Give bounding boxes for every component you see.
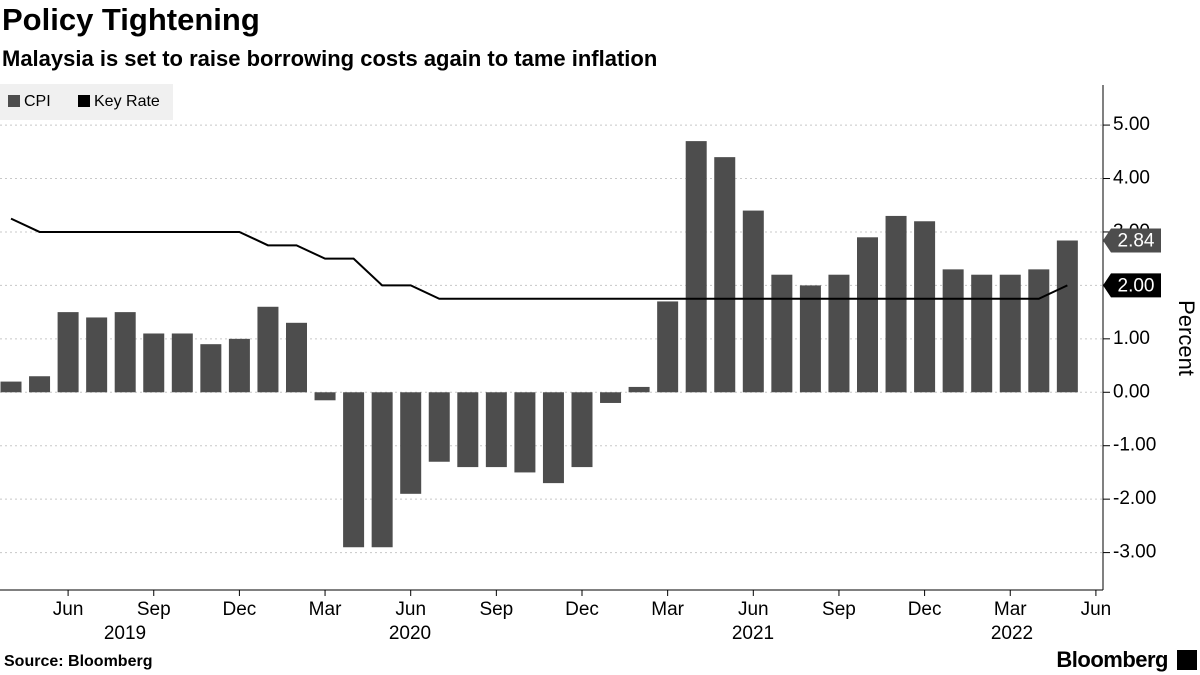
bar [286, 322, 307, 393]
bar [400, 392, 422, 494]
brand: Bloomberg [1056, 647, 1168, 672]
brand-icon [1177, 650, 1197, 670]
y-tick-label: -3.00 [1113, 542, 1156, 563]
bar [771, 274, 793, 393]
bar [143, 333, 165, 393]
bar [343, 392, 365, 548]
legend-swatch [8, 95, 20, 107]
bar [828, 274, 850, 393]
bar [171, 333, 193, 393]
bar [485, 392, 507, 468]
bar [971, 274, 993, 393]
x-tick-label: Dec [565, 599, 599, 620]
value-label: 2.00 [1118, 275, 1155, 296]
bar [514, 392, 536, 473]
bar [314, 392, 336, 401]
y-tick-label: -2.00 [1113, 488, 1156, 509]
bar [857, 237, 878, 393]
y-tick-label: 1.00 [1113, 328, 1150, 349]
x-tick-label: Jun [738, 599, 769, 620]
chart-subtitle: Malaysia is set to raise borrowing costs… [2, 46, 657, 71]
x-tick-label: Mar [651, 599, 684, 620]
bar [228, 338, 250, 393]
y-tick-label: 5.00 [1113, 114, 1150, 135]
y-axis-label: Percent [1174, 300, 1199, 376]
y-tick-label: -1.00 [1113, 435, 1156, 456]
x-tick-label: Sep [479, 599, 513, 620]
legend-swatch [78, 95, 90, 107]
bar [685, 141, 707, 393]
bar [742, 210, 764, 393]
bar [1028, 269, 1050, 393]
bar [657, 301, 679, 393]
bar [714, 157, 736, 393]
x-tick-label: Jun [1081, 599, 1112, 620]
x-group-label: 2022 [991, 623, 1033, 644]
bar [428, 392, 450, 462]
value-label-box [1103, 273, 1161, 298]
bar [86, 317, 108, 393]
bar [457, 392, 479, 468]
bar [999, 274, 1021, 393]
bar [571, 392, 593, 468]
x-tick-label: Mar [994, 599, 1027, 620]
bar [57, 312, 79, 393]
x-group-label: 2019 [104, 623, 146, 644]
bar [200, 344, 222, 393]
bar [628, 386, 650, 393]
legend-label: CPI [24, 93, 51, 110]
bar [371, 392, 393, 548]
bar [942, 269, 964, 393]
value-label-box [1103, 228, 1161, 253]
legend-label: Key Rate [94, 93, 160, 110]
source: Source: Bloomberg [4, 653, 152, 670]
x-tick-label: Dec [223, 599, 257, 620]
x-tick-label: Mar [309, 599, 342, 620]
bar [799, 285, 821, 393]
bar [885, 215, 907, 393]
chart-title: Policy Tightening [2, 2, 260, 37]
x-tick-label: Dec [908, 599, 942, 620]
bar [1056, 240, 1078, 393]
x-group-label: 2020 [389, 623, 431, 644]
line [10, 217, 1068, 300]
x-group-label: 2021 [732, 623, 774, 644]
x-tick-label: Jun [395, 599, 426, 620]
x-tick-label: Jun [53, 599, 84, 620]
y-tick-label: 4.00 [1113, 168, 1150, 189]
bar [29, 376, 51, 393]
x-tick-label: Sep [137, 599, 171, 620]
bar [114, 312, 136, 393]
bar [542, 392, 564, 484]
bar [257, 306, 279, 393]
value-label: 2.84 [1118, 231, 1155, 252]
bar [600, 392, 622, 403]
bar [0, 381, 22, 393]
x-tick-label: Sep [822, 599, 856, 620]
y-tick-label: 0.00 [1113, 381, 1150, 402]
bar [914, 221, 936, 393]
